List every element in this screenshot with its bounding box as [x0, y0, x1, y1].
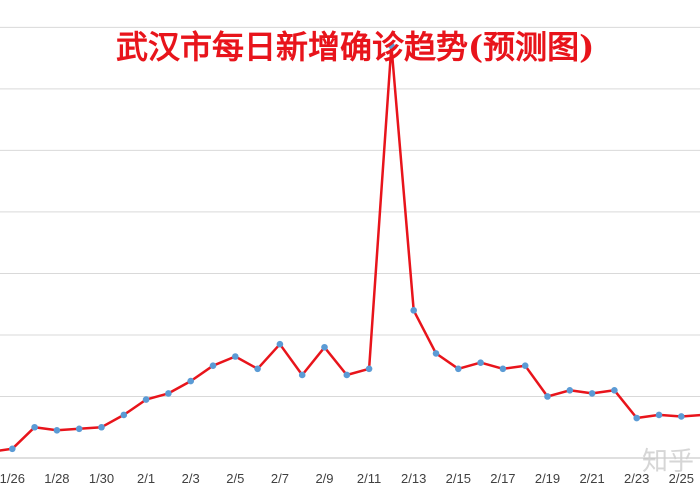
- data-point: [298, 371, 306, 379]
- data-point: [477, 359, 484, 366]
- x-tick-label: 2/25: [669, 471, 694, 486]
- series: [0, 42, 700, 453]
- data-point: [343, 371, 351, 379]
- x-tick-label: 2/9: [315, 471, 333, 486]
- data-point: [588, 390, 596, 397]
- data-point: [388, 42, 395, 50]
- data-point: [655, 411, 663, 419]
- data-point: [432, 350, 440, 357]
- x-tick-label: 2/7: [271, 471, 289, 486]
- data-point: [544, 393, 551, 400]
- x-tick-label: 2/13: [401, 471, 426, 486]
- data-point: [31, 423, 38, 431]
- data-point: [98, 423, 105, 431]
- data-point: [165, 390, 172, 397]
- x-tick-label: 1/28: [44, 471, 69, 486]
- data-point: [254, 365, 261, 373]
- data-point: [499, 365, 507, 373]
- data-point: [142, 396, 150, 403]
- series-line: [0, 44, 700, 452]
- x-tick-label: 2/1: [137, 471, 155, 486]
- x-tick-label: 2/15: [446, 471, 471, 486]
- data-point: [321, 343, 328, 351]
- chart-title: 武汉市每日新增确诊趋势(预测图): [116, 28, 594, 66]
- x-tick-label: 2/17: [490, 471, 515, 486]
- x-tick-label: 2/3: [182, 471, 200, 486]
- data-point: [9, 445, 16, 453]
- data-point: [633, 414, 640, 422]
- data-point: [187, 377, 194, 385]
- data-point: [232, 353, 239, 360]
- data-point: [566, 387, 574, 394]
- x-tick-label: 2/5: [226, 471, 244, 486]
- data-point: [611, 387, 618, 394]
- x-tick-label: 2/19: [535, 471, 560, 486]
- data-point: [53, 427, 61, 434]
- x-tick-label: 1/26: [0, 471, 25, 486]
- x-tick-label: 2/23: [624, 471, 649, 486]
- data-point: [455, 365, 462, 373]
- data-point: [521, 362, 529, 370]
- data-point: [75, 425, 83, 433]
- data-point: [209, 362, 217, 370]
- x-tick-label: 2/11: [357, 471, 381, 486]
- data-point: [365, 365, 373, 373]
- watermark: 知乎: [642, 447, 694, 477]
- data-point: [120, 411, 128, 419]
- data-point: [410, 307, 418, 314]
- gridlines: [0, 26, 700, 459]
- x-tick-label: 2/21: [579, 471, 604, 486]
- x-tick-label: 1/30: [89, 471, 114, 486]
- data-point: [276, 340, 284, 348]
- data-point: [678, 413, 685, 420]
- x-axis-ticks: 1/26 1/28 1/30 2/1 2/3 2/5 2/7 2/9 2/11 2/13 2/15 2…: [0, 471, 694, 486]
